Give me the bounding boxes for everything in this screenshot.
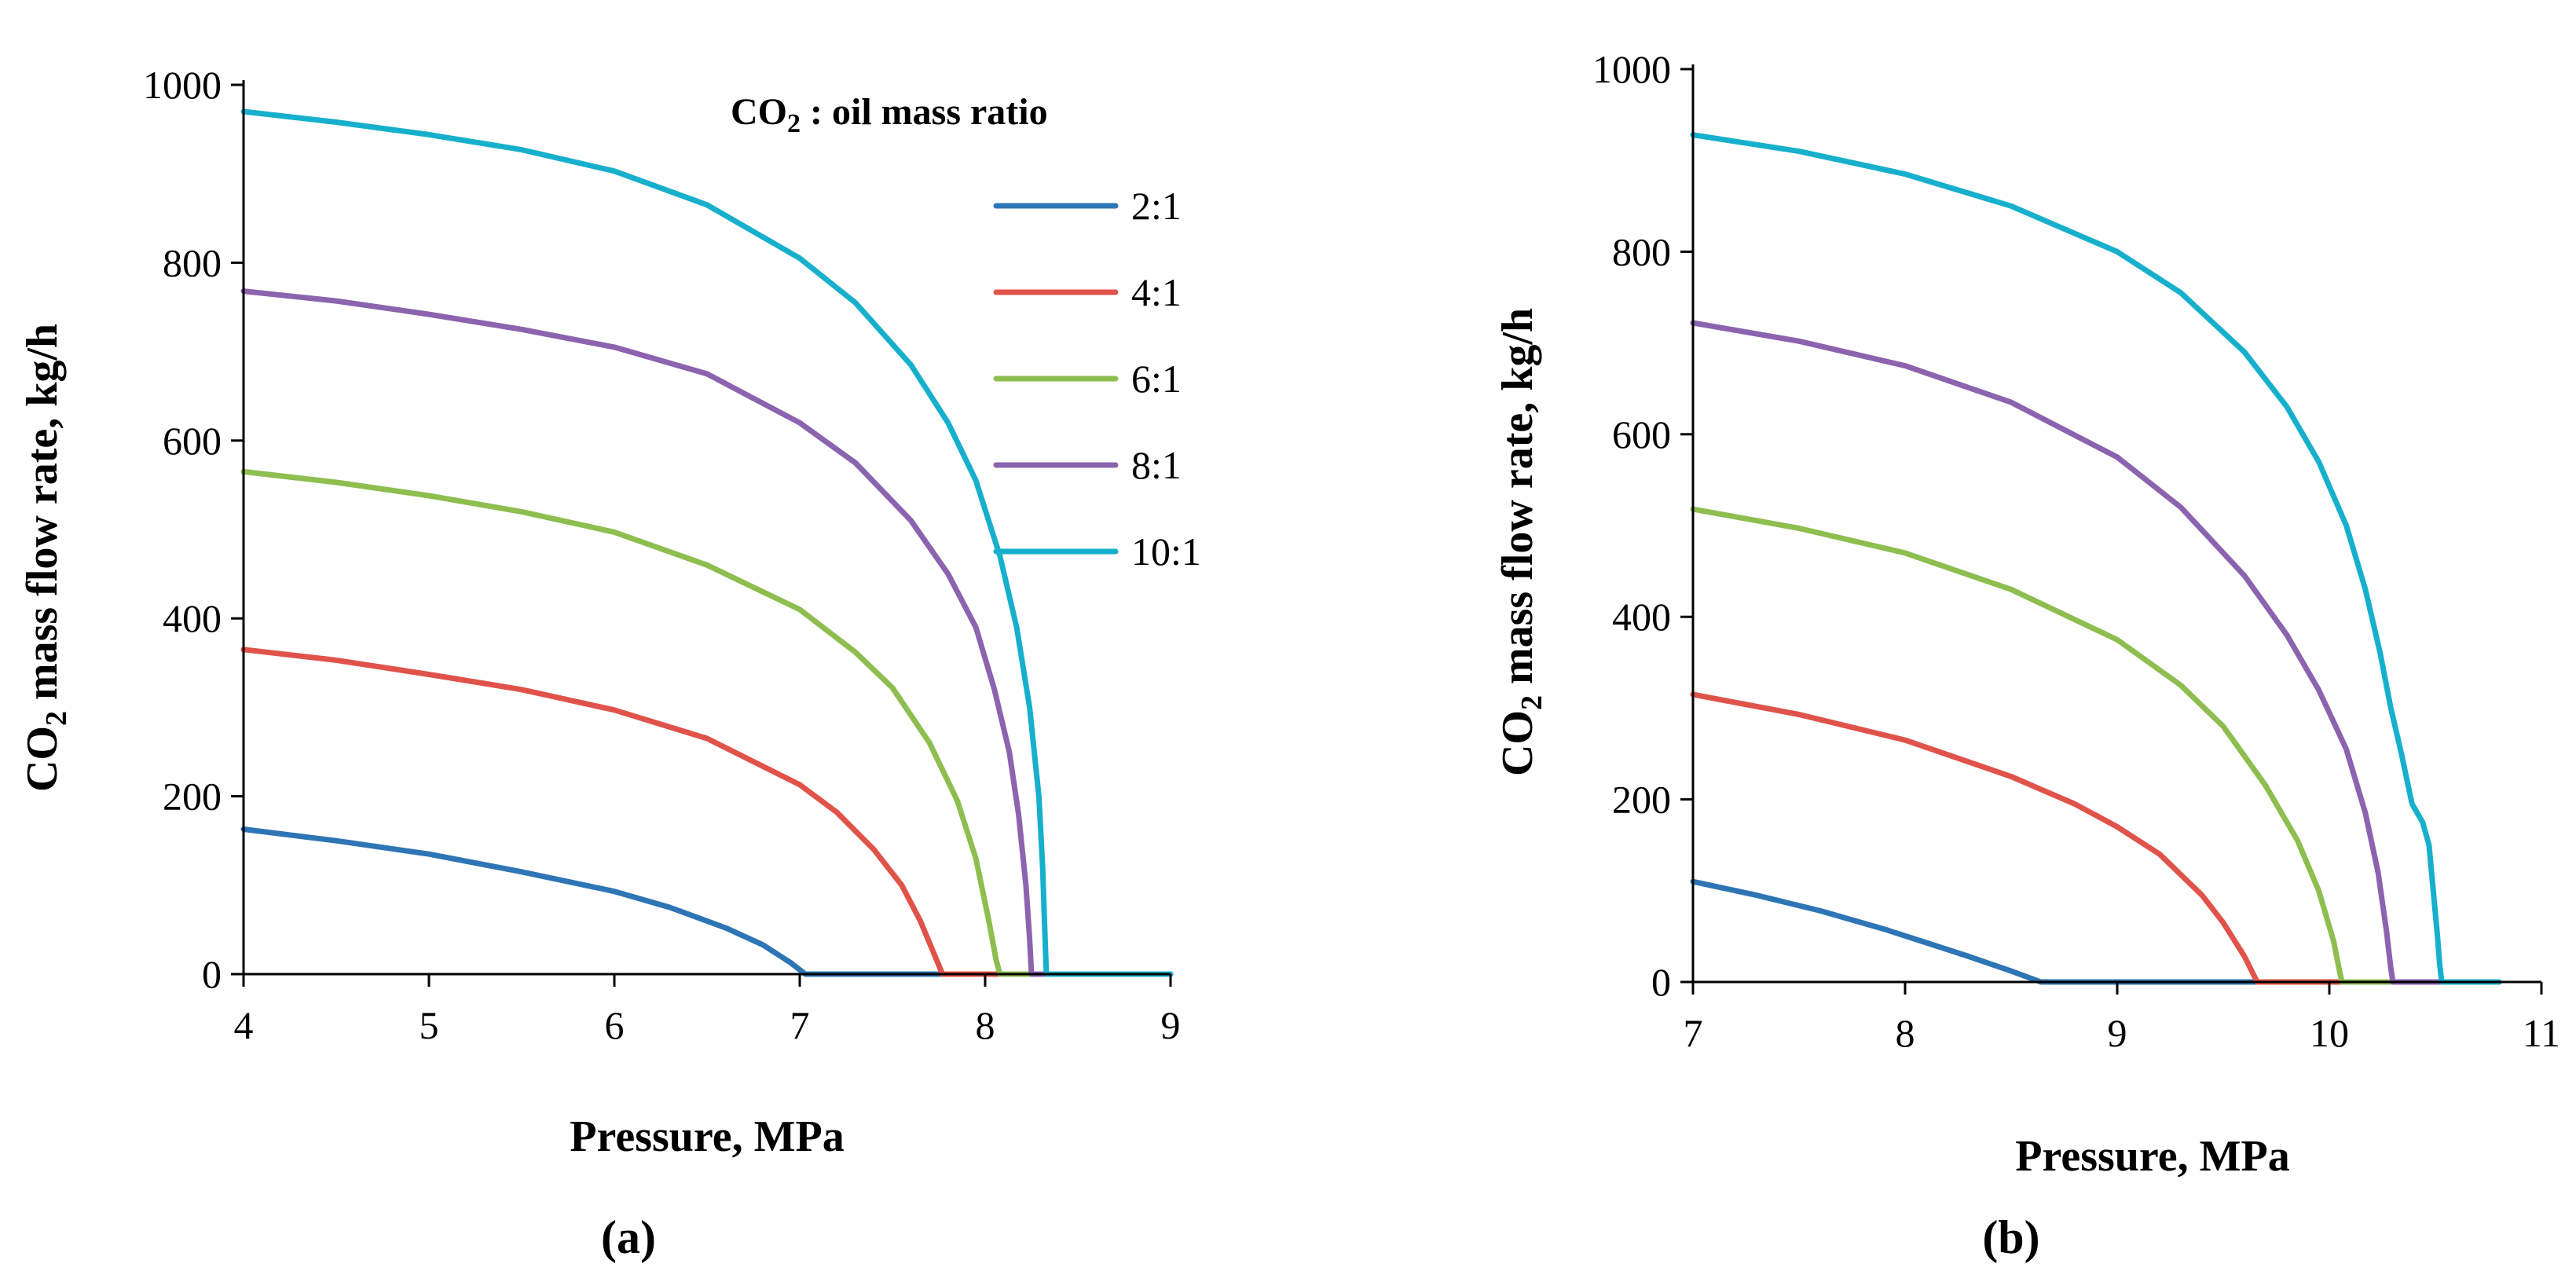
y-axis-title-a-suffix: mass flow rate, kg/h bbox=[18, 324, 67, 711]
series-line-a-10to1 bbox=[240, 108, 1174, 977]
series-line-b-10to1 bbox=[1690, 132, 2502, 985]
y-tick-label-a: 800 bbox=[163, 240, 222, 284]
x-tick-label-b: 11 bbox=[2523, 1011, 2560, 1055]
panel-label-a: (a) bbox=[601, 1211, 656, 1263]
y-tick-label-b: 0 bbox=[1651, 960, 1671, 1004]
y-axis-title-a-prefix: CO bbox=[18, 726, 67, 792]
y-tick-label-b: 1000 bbox=[1592, 47, 1671, 91]
series-line-b-4to1 bbox=[1690, 691, 2502, 985]
x-tick-label-b: 8 bbox=[1896, 1011, 1915, 1055]
series-line-b-6to1 bbox=[1690, 506, 2502, 985]
y-tick-label-b: 600 bbox=[1612, 412, 1671, 456]
chart-panel-b: 0 200 400 600 800 1000 7 8 9 10 11 Pressure, MPa C… bbox=[1493, 47, 2560, 1263]
y-axis-title-b-sub: 2 bbox=[1515, 695, 1548, 710]
y-tick-label-a: 600 bbox=[163, 419, 222, 463]
x-tick-label-a: 8 bbox=[976, 1003, 995, 1047]
y-axis-title-a: CO2 mass flow rate, kg/h bbox=[18, 324, 73, 792]
chart-panel-a: 0 200 400 600 800 1000 4 5 6 7 8 9 Pressure, MPa CO… bbox=[18, 63, 1201, 1263]
legend: CO2 : oil mass ratio 2:1 4:1 6:1 8:1 10:1 bbox=[731, 91, 1201, 573]
x-tick-label-a: 7 bbox=[790, 1003, 810, 1047]
series-lines-a bbox=[240, 108, 1174, 977]
x-tick-label-a: 4 bbox=[234, 1003, 254, 1047]
x-axis-title-b: Pressure, MPa bbox=[2015, 1132, 2289, 1181]
y-tick-label-b: 200 bbox=[1612, 778, 1671, 822]
legend-items: 2:1 4:1 6:1 8:1 10:1 bbox=[993, 184, 1201, 573]
y-tick-label-a: 1000 bbox=[143, 63, 222, 107]
series-line-a-2to1 bbox=[240, 826, 1174, 977]
x-tick-label-a: 5 bbox=[420, 1003, 439, 1047]
series-lines-b bbox=[1690, 132, 2502, 985]
legend-label-2to1: 2:1 bbox=[1131, 184, 1182, 228]
legend-label-8to1: 8:1 bbox=[1131, 443, 1182, 487]
x-tick-label-b: 10 bbox=[2310, 1011, 2349, 1055]
x-tick-label-a: 6 bbox=[605, 1003, 625, 1047]
series-line-b-2to1 bbox=[1690, 878, 2502, 985]
y-tick-label-a: 0 bbox=[202, 952, 222, 996]
legend-title-sub: 2 bbox=[787, 109, 801, 138]
y-axis-title-b-suffix: mass flow rate, kg/h bbox=[1493, 308, 1542, 695]
x-tick-label-b: 9 bbox=[2108, 1011, 2127, 1055]
y-tick-label-b: 400 bbox=[1612, 595, 1671, 639]
legend-label-4to1: 4:1 bbox=[1131, 270, 1182, 314]
y-axis-title-b-prefix: CO bbox=[1493, 710, 1542, 776]
legend-label-6to1: 6:1 bbox=[1131, 357, 1182, 401]
y-tick-label-a: 200 bbox=[163, 775, 222, 819]
series-line-a-4to1 bbox=[240, 647, 1174, 977]
series-line-a-8to1 bbox=[240, 288, 1174, 977]
series-line-a-6to1 bbox=[240, 468, 1174, 977]
x-axis-title-a: Pressure, MPa bbox=[570, 1112, 844, 1161]
y-tick-label-a: 400 bbox=[163, 596, 222, 640]
legend-title-suffix: : oil mass ratio bbox=[801, 91, 1048, 133]
y-tick-label-b: 800 bbox=[1612, 229, 1671, 273]
x-tick-label-a: 9 bbox=[1161, 1003, 1181, 1047]
series-line-b-8to1 bbox=[1690, 320, 2502, 985]
panel-label-b: (b) bbox=[1982, 1211, 2039, 1263]
legend-title: CO2 : oil mass ratio bbox=[731, 91, 1048, 138]
y-axis-title-b: CO2 mass flow rate, kg/h bbox=[1493, 308, 1548, 776]
legend-label-10to1: 10:1 bbox=[1131, 529, 1201, 573]
axes-a: 0 200 400 600 800 1000 4 5 6 7 8 9 bbox=[143, 63, 1181, 1047]
legend-title-prefix: CO bbox=[731, 91, 787, 133]
y-axis-title-a-sub: 2 bbox=[40, 711, 73, 726]
axes-b: 0 200 400 600 800 1000 7 8 9 10 11 bbox=[1592, 47, 2560, 1055]
x-tick-label-b: 7 bbox=[1684, 1011, 1703, 1055]
